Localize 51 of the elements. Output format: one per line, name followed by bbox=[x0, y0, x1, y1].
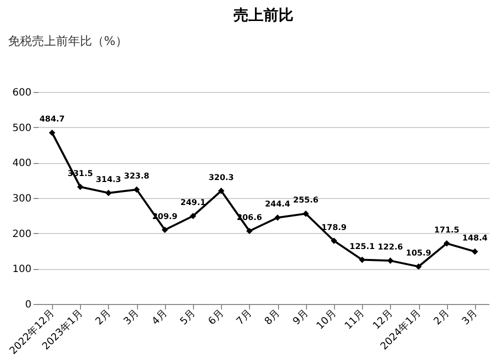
x-tick-label: 6月 bbox=[206, 308, 226, 328]
point bbox=[472, 248, 478, 255]
y-tick-label: 100 bbox=[12, 264, 32, 276]
point bbox=[133, 186, 140, 193]
y-tick-label: 0 bbox=[25, 300, 32, 310]
y-tick-label: 300 bbox=[12, 194, 32, 204]
point bbox=[162, 226, 168, 233]
x-tick-label: 2月 bbox=[432, 308, 452, 328]
point bbox=[358, 256, 366, 263]
point bbox=[105, 190, 112, 196]
data-label: 178.9 bbox=[321, 222, 348, 232]
x-tick-label: 8月 bbox=[262, 308, 282, 328]
point bbox=[218, 188, 224, 194]
text: 免税売上前年比（%） bbox=[8, 34, 128, 48]
point bbox=[302, 210, 309, 217]
y-tick-label: 500 bbox=[12, 122, 32, 134]
chart-title: 売上前比 bbox=[234, 6, 294, 24]
data-label: 484.7 bbox=[39, 114, 65, 124]
data-label: 244.4 bbox=[264, 200, 291, 209]
point bbox=[246, 228, 253, 234]
point bbox=[415, 263, 422, 270]
data-label: 314.3 bbox=[96, 174, 122, 184]
data-label: 171.5 bbox=[434, 225, 460, 234]
point bbox=[274, 214, 281, 221]
point bbox=[330, 238, 338, 244]
x-tick-label: 3月 bbox=[122, 308, 142, 328]
data-label: 255.6 bbox=[293, 196, 319, 205]
x-tick-label: 9月 bbox=[291, 308, 311, 328]
y-tick-label: 600 bbox=[12, 88, 32, 98]
point bbox=[387, 258, 394, 264]
x-tick-label: 4月 bbox=[150, 308, 170, 328]
data-label: 320.3 bbox=[208, 172, 234, 182]
x-tick-label: 12月 bbox=[371, 308, 396, 332]
point bbox=[190, 212, 196, 220]
x-tick-label: 5月 bbox=[178, 308, 198, 328]
data-label: 249.1 bbox=[180, 198, 206, 207]
data-label: 105.9 bbox=[406, 248, 432, 258]
x-tick-label: 3月 bbox=[460, 308, 480, 328]
y-tick-label: 400 bbox=[12, 158, 32, 170]
x-tick-label: 2月 bbox=[94, 308, 114, 328]
data-label: 122.6 bbox=[378, 242, 404, 252]
x-tick-label: 7月 bbox=[234, 308, 254, 328]
y-tick-label: 200 bbox=[12, 228, 32, 240]
point bbox=[444, 240, 450, 247]
x-tick-label: 11月 bbox=[343, 308, 367, 332]
point bbox=[48, 130, 56, 136]
data-label: 148.4 bbox=[462, 234, 488, 243]
point bbox=[77, 184, 84, 190]
data-label: 323.8 bbox=[124, 172, 150, 181]
data-label: 125.1 bbox=[350, 242, 376, 251]
x-tick-label: 10月 bbox=[314, 308, 339, 332]
